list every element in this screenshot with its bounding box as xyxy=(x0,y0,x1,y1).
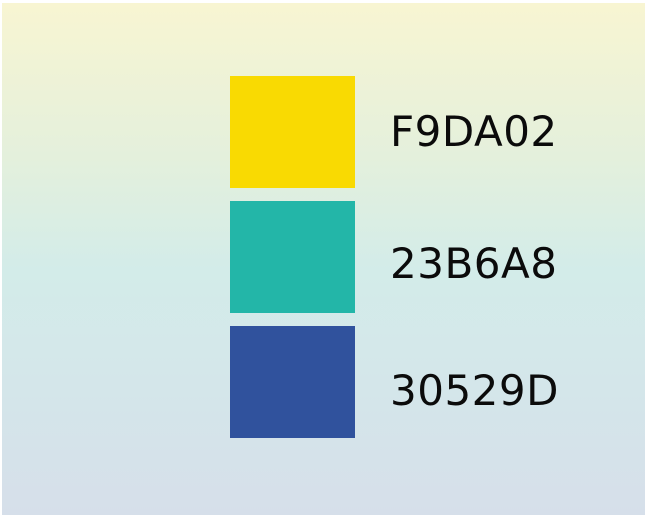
teal-swatch xyxy=(230,201,355,313)
yellow-hex-label: F9DA02 xyxy=(390,107,558,156)
yellow-swatch xyxy=(230,76,355,188)
blue-hex-label: 30529D xyxy=(390,366,559,415)
blue-swatch xyxy=(230,326,355,438)
palette-card: F9DA02 23B6A8 30529D xyxy=(2,3,645,515)
teal-hex-label: 23B6A8 xyxy=(390,239,558,288)
